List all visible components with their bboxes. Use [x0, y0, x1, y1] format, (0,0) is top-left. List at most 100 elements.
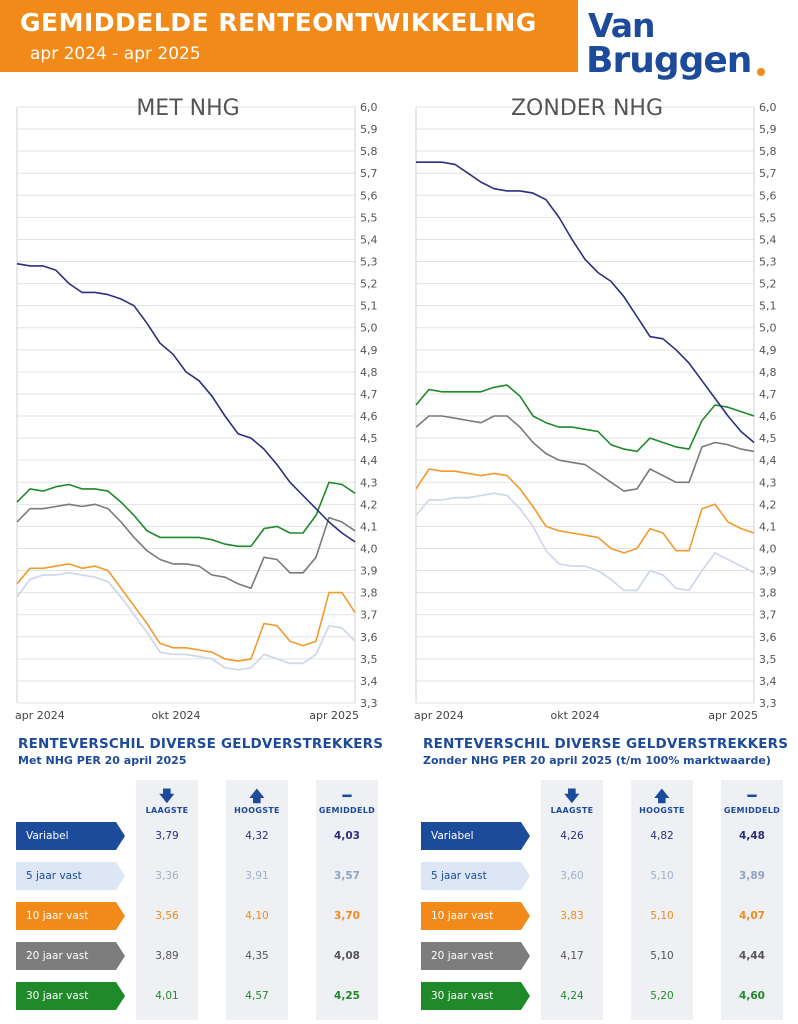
y-tick-label: 4,2	[360, 498, 378, 511]
cell-laagste: 3,79	[155, 830, 179, 842]
y-tick-label: 3,4	[360, 675, 378, 688]
x-tick-label: okt 2024	[551, 709, 600, 722]
table-title-zonder-nhg: RENTEVERSCHIL DIVERSE GELDVERSTREKKERS	[423, 736, 789, 752]
series-line-30jaar	[16, 481, 356, 548]
row-label: 10 jaar vast	[421, 902, 521, 930]
x-tick-label: apr 2024	[414, 709, 464, 722]
cell-laagste: 4,26	[560, 830, 584, 842]
row-label-arrow	[521, 822, 530, 850]
y-tick-label: 3,9	[360, 565, 378, 578]
y-tick-label: 4,2	[759, 498, 777, 511]
column-header-label: GEMIDDELD	[723, 806, 781, 815]
row-label: 5 jaar vast	[16, 862, 116, 890]
row-label: 10 jaar vast	[16, 902, 116, 930]
y-tick-label: 3,7	[759, 609, 777, 622]
column-bg-laagste	[541, 780, 603, 1020]
arrow-up-icon: 🡅	[249, 787, 265, 805]
cell-laagste: 3,60	[560, 870, 584, 882]
y-tick-label: 3,8	[759, 587, 777, 600]
y-tick-label: 4,1	[360, 520, 378, 533]
y-tick-label: 5,4	[360, 233, 378, 246]
y-tick-label: 4,7	[759, 388, 777, 401]
cell-hoogste: 3,91	[245, 870, 269, 882]
row-label-arrow	[116, 982, 125, 1010]
y-tick-label: 4,7	[360, 388, 378, 401]
y-tick-label: 4,5	[759, 432, 777, 445]
logo-dot	[757, 68, 765, 76]
dash-icon: ━	[747, 787, 757, 805]
row-label-arrow	[116, 862, 125, 890]
series-line-5jaar	[415, 492, 755, 592]
cell-laagste: 3,56	[155, 910, 179, 922]
cell-gemiddeld: 4,08	[334, 950, 360, 962]
y-tick-label: 4,9	[759, 344, 777, 357]
logo-text-line1: Van	[588, 6, 655, 45]
column-bg-gemiddeld	[721, 780, 783, 1020]
cell-gemiddeld: 3,57	[334, 870, 360, 882]
header-banner: GEMIDDELDE RENTEONTWIKKELING apr 2024 - …	[0, 0, 578, 72]
cell-hoogste: 5,10	[650, 910, 674, 922]
y-tick-label: 4,6	[360, 410, 378, 423]
table-subtitle-met-nhg: Met NHG PER 20 april 2025	[18, 754, 187, 767]
cell-laagste: 4,24	[560, 990, 584, 1002]
y-tick-label: 5,0	[759, 322, 777, 335]
y-tick-label: 4,3	[360, 476, 378, 489]
y-tick-label: 4,5	[360, 432, 378, 445]
column-header-label: LAAGSTE	[145, 806, 189, 815]
y-tick-label: 5,2	[360, 278, 378, 291]
y-tick-label: 5,7	[759, 167, 777, 180]
column-header-gemiddeld: ━ GEMIDDELD	[721, 788, 783, 815]
y-tick-label: 3,6	[360, 631, 378, 644]
van-bruggen-logo: Van Bruggen	[586, 6, 786, 86]
cell-gemiddeld: 4,03	[334, 830, 360, 842]
cell-hoogste: 5,10	[650, 950, 674, 962]
x-tick-label: apr 2025	[309, 709, 359, 722]
column-bg-hoogste	[226, 780, 288, 1020]
row-label-arrow	[116, 942, 125, 970]
y-tick-label: 5,5	[759, 211, 777, 224]
cell-gemiddeld: 4,44	[739, 950, 765, 962]
table-title-met-nhg: RENTEVERSCHIL DIVERSE GELDVERSTREKKERS	[18, 736, 384, 752]
arrow-down-icon: 🡇	[564, 787, 580, 805]
y-tick-label: 5,3	[759, 256, 777, 269]
series-line-20jaar	[415, 415, 755, 492]
y-tick-label: 5,7	[360, 167, 378, 180]
y-tick-label: 3,3	[759, 697, 777, 710]
dash-icon: ━	[342, 787, 352, 805]
column-header-label: HOOGSTE	[234, 806, 280, 815]
y-tick-label: 3,5	[360, 653, 378, 666]
row-label-arrow	[116, 902, 125, 930]
arrow-up-icon: 🡅	[654, 787, 670, 805]
y-tick-label: 6,0	[759, 101, 777, 114]
cell-gemiddeld: 3,89	[739, 870, 765, 882]
y-tick-label: 4,1	[759, 520, 777, 533]
rate-table-met-nhg: 🡇 LAAGSTE 🡅 HOOGSTE ━ GEMIDDELD Variabel 3,79 4,…	[16, 780, 394, 1020]
y-tick-label: 3,5	[759, 653, 777, 666]
y-tick-label: 5,5	[360, 211, 378, 224]
rate-table-zonder-nhg: 🡇 LAAGSTE 🡅 HOOGSTE ━ GEMIDDELD Variabel 4,26 4,…	[421, 780, 798, 1020]
y-tick-label: 4,0	[759, 542, 777, 555]
logo-text-line2: Bruggen	[586, 40, 752, 81]
y-tick-label: 5,9	[759, 123, 777, 136]
row-label-arrow	[521, 902, 530, 930]
y-tick-label: 5,1	[759, 300, 777, 313]
row-label: 5 jaar vast	[421, 862, 521, 890]
y-tick-label: 6,0	[360, 101, 378, 114]
y-tick-label: 5,0	[360, 322, 378, 335]
y-tick-label: 5,6	[759, 189, 777, 202]
y-tick-label: 3,8	[360, 587, 378, 600]
row-label: 20 jaar vast	[421, 942, 521, 970]
column-header-label: HOOGSTE	[639, 806, 685, 815]
y-tick-label: 5,9	[360, 123, 378, 136]
y-tick-label: 4,0	[360, 542, 378, 555]
chart-met-nhg: 6,0 5,9 5,8 5,7 5,6 5,5 5,4 5,3 5,2 5,1 5,0 4,9 4,8 4…	[15, 96, 378, 722]
y-tick-label: 3,9	[759, 565, 777, 578]
cell-gemiddeld: 4,60	[739, 990, 765, 1002]
chart-zonder-nhg: 6,0 5,9 5,8 5,7 5,6 5,5 5,4 5,3 5,2 5,1 5,0 4,9 4,8 4…	[414, 96, 777, 722]
cell-laagste: 4,01	[155, 990, 179, 1002]
row-label: 30 jaar vast	[16, 982, 116, 1010]
chart-title: ZONDER NHG	[511, 96, 663, 121]
cell-hoogste: 4,82	[650, 830, 674, 842]
row-label: Variabel	[421, 822, 521, 850]
series-line-variabel	[416, 161, 755, 444]
